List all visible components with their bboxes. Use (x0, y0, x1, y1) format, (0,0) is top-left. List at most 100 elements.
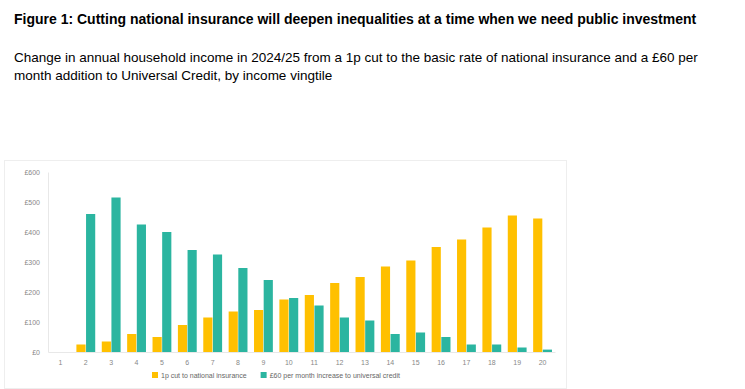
x-axis: 1234567891011121314151617181920 (49, 352, 556, 366)
x-tick: 3 (109, 352, 113, 366)
y-tick: £500 (24, 199, 48, 206)
x-tick: 4 (135, 352, 139, 366)
bar (279, 300, 288, 353)
bar (365, 321, 374, 353)
x-tick: 8 (236, 352, 240, 366)
x-tick-label: 18 (488, 359, 496, 366)
bars (76, 198, 552, 353)
y-tick-label: £300 (24, 259, 40, 266)
x-tick-label: 11 (311, 359, 318, 366)
bar (264, 280, 273, 352)
y-axis: £0 £100 £200 £300 £400 £500 £600 (24, 169, 48, 356)
bar (229, 312, 238, 353)
bar (254, 310, 263, 352)
bar (111, 198, 120, 353)
bar (137, 225, 146, 353)
x-tick: 1 (58, 352, 62, 366)
bar (213, 255, 222, 353)
x-tick-label: 10 (285, 359, 293, 366)
bar (305, 295, 314, 352)
y-tick-label: £100 (24, 319, 40, 326)
bar (517, 348, 526, 353)
x-tick-label: 19 (513, 359, 521, 366)
legend-label: £60 per month increase to universal cred… (270, 372, 400, 380)
x-tick-label: 3 (109, 359, 113, 366)
bar (441, 337, 450, 352)
series (86, 198, 552, 353)
bar (76, 345, 85, 353)
x-tick: 11 (311, 352, 318, 366)
bar (127, 334, 136, 352)
bar (543, 350, 552, 352)
x-tick: 13 (361, 352, 369, 366)
y-tick: £200 (24, 289, 48, 296)
bar (467, 345, 476, 353)
x-tick-label: 12 (336, 359, 344, 366)
bar (391, 334, 400, 352)
x-tick: 6 (185, 352, 189, 366)
chart: Figure 1: Cutting national insurance wil… (0, 0, 745, 389)
chart-frame (5, 161, 567, 389)
x-tick: 9 (261, 352, 265, 366)
bar (188, 250, 197, 352)
y-tick: £600 (24, 169, 48, 176)
legend-label: 1p cut to national insurance (161, 372, 247, 380)
x-axis-line (49, 352, 556, 353)
y-tick: £100 (24, 319, 48, 326)
x-tick: 16 (437, 352, 445, 366)
x-tick-label: 14 (386, 359, 394, 366)
bar (492, 345, 501, 353)
x-tick-label: 1 (58, 359, 62, 366)
bar (238, 268, 247, 352)
bar (482, 228, 491, 353)
bar (416, 333, 425, 353)
legend-swatch (152, 372, 158, 378)
bar (457, 240, 466, 353)
x-tick-label: 8 (236, 359, 240, 366)
x-tick: 12 (336, 352, 344, 366)
x-tick-label: 7 (211, 359, 215, 366)
y-tick: £400 (24, 229, 48, 236)
legend-item: £60 per month increase to universal cred… (261, 372, 400, 380)
bar (340, 318, 349, 353)
legend-swatch (261, 372, 267, 378)
bar (508, 216, 517, 353)
x-tick-label: 17 (463, 359, 471, 366)
y-tick-label: £400 (24, 229, 40, 236)
x-tick: 17 (463, 352, 471, 366)
x-tick: 18 (488, 352, 496, 366)
bar (314, 306, 323, 353)
bar (153, 337, 162, 352)
x-tick: 5 (160, 352, 164, 366)
x-tick: 20 (539, 352, 547, 366)
x-tick-label: 4 (135, 359, 139, 366)
x-tick-label: 2 (84, 359, 88, 366)
series (76, 216, 542, 353)
x-tick-label: 13 (361, 359, 369, 366)
x-tick: 15 (412, 352, 420, 366)
bar (86, 214, 95, 352)
x-tick: 19 (513, 352, 521, 366)
y-tick-label: £0 (32, 349, 40, 356)
bar (289, 298, 298, 352)
legend-item: 1p cut to national insurance (152, 372, 247, 380)
x-tick-label: 16 (437, 359, 445, 366)
title: Figure 1: Cutting national insurance wil… (14, 11, 697, 27)
x-tick: 2 (84, 352, 88, 366)
x-tick: 7 (211, 352, 215, 366)
y-tick-label: £200 (24, 289, 40, 296)
bar (178, 325, 187, 352)
bar (162, 232, 171, 352)
y-tick-label: £600 (24, 169, 40, 176)
subtitle: Change in annual household income in 202… (14, 50, 698, 83)
bar (406, 261, 415, 353)
bar (356, 277, 365, 352)
x-tick-label: 6 (185, 359, 189, 366)
bar (432, 247, 441, 352)
x-tick-label: 5 (160, 359, 164, 366)
y-tick: £300 (24, 259, 48, 266)
y-tick: £0 (32, 349, 48, 356)
bar (330, 283, 339, 352)
legend: 1p cut to national insurance £60 per mont… (152, 372, 400, 380)
x-tick-label: 9 (261, 359, 265, 366)
